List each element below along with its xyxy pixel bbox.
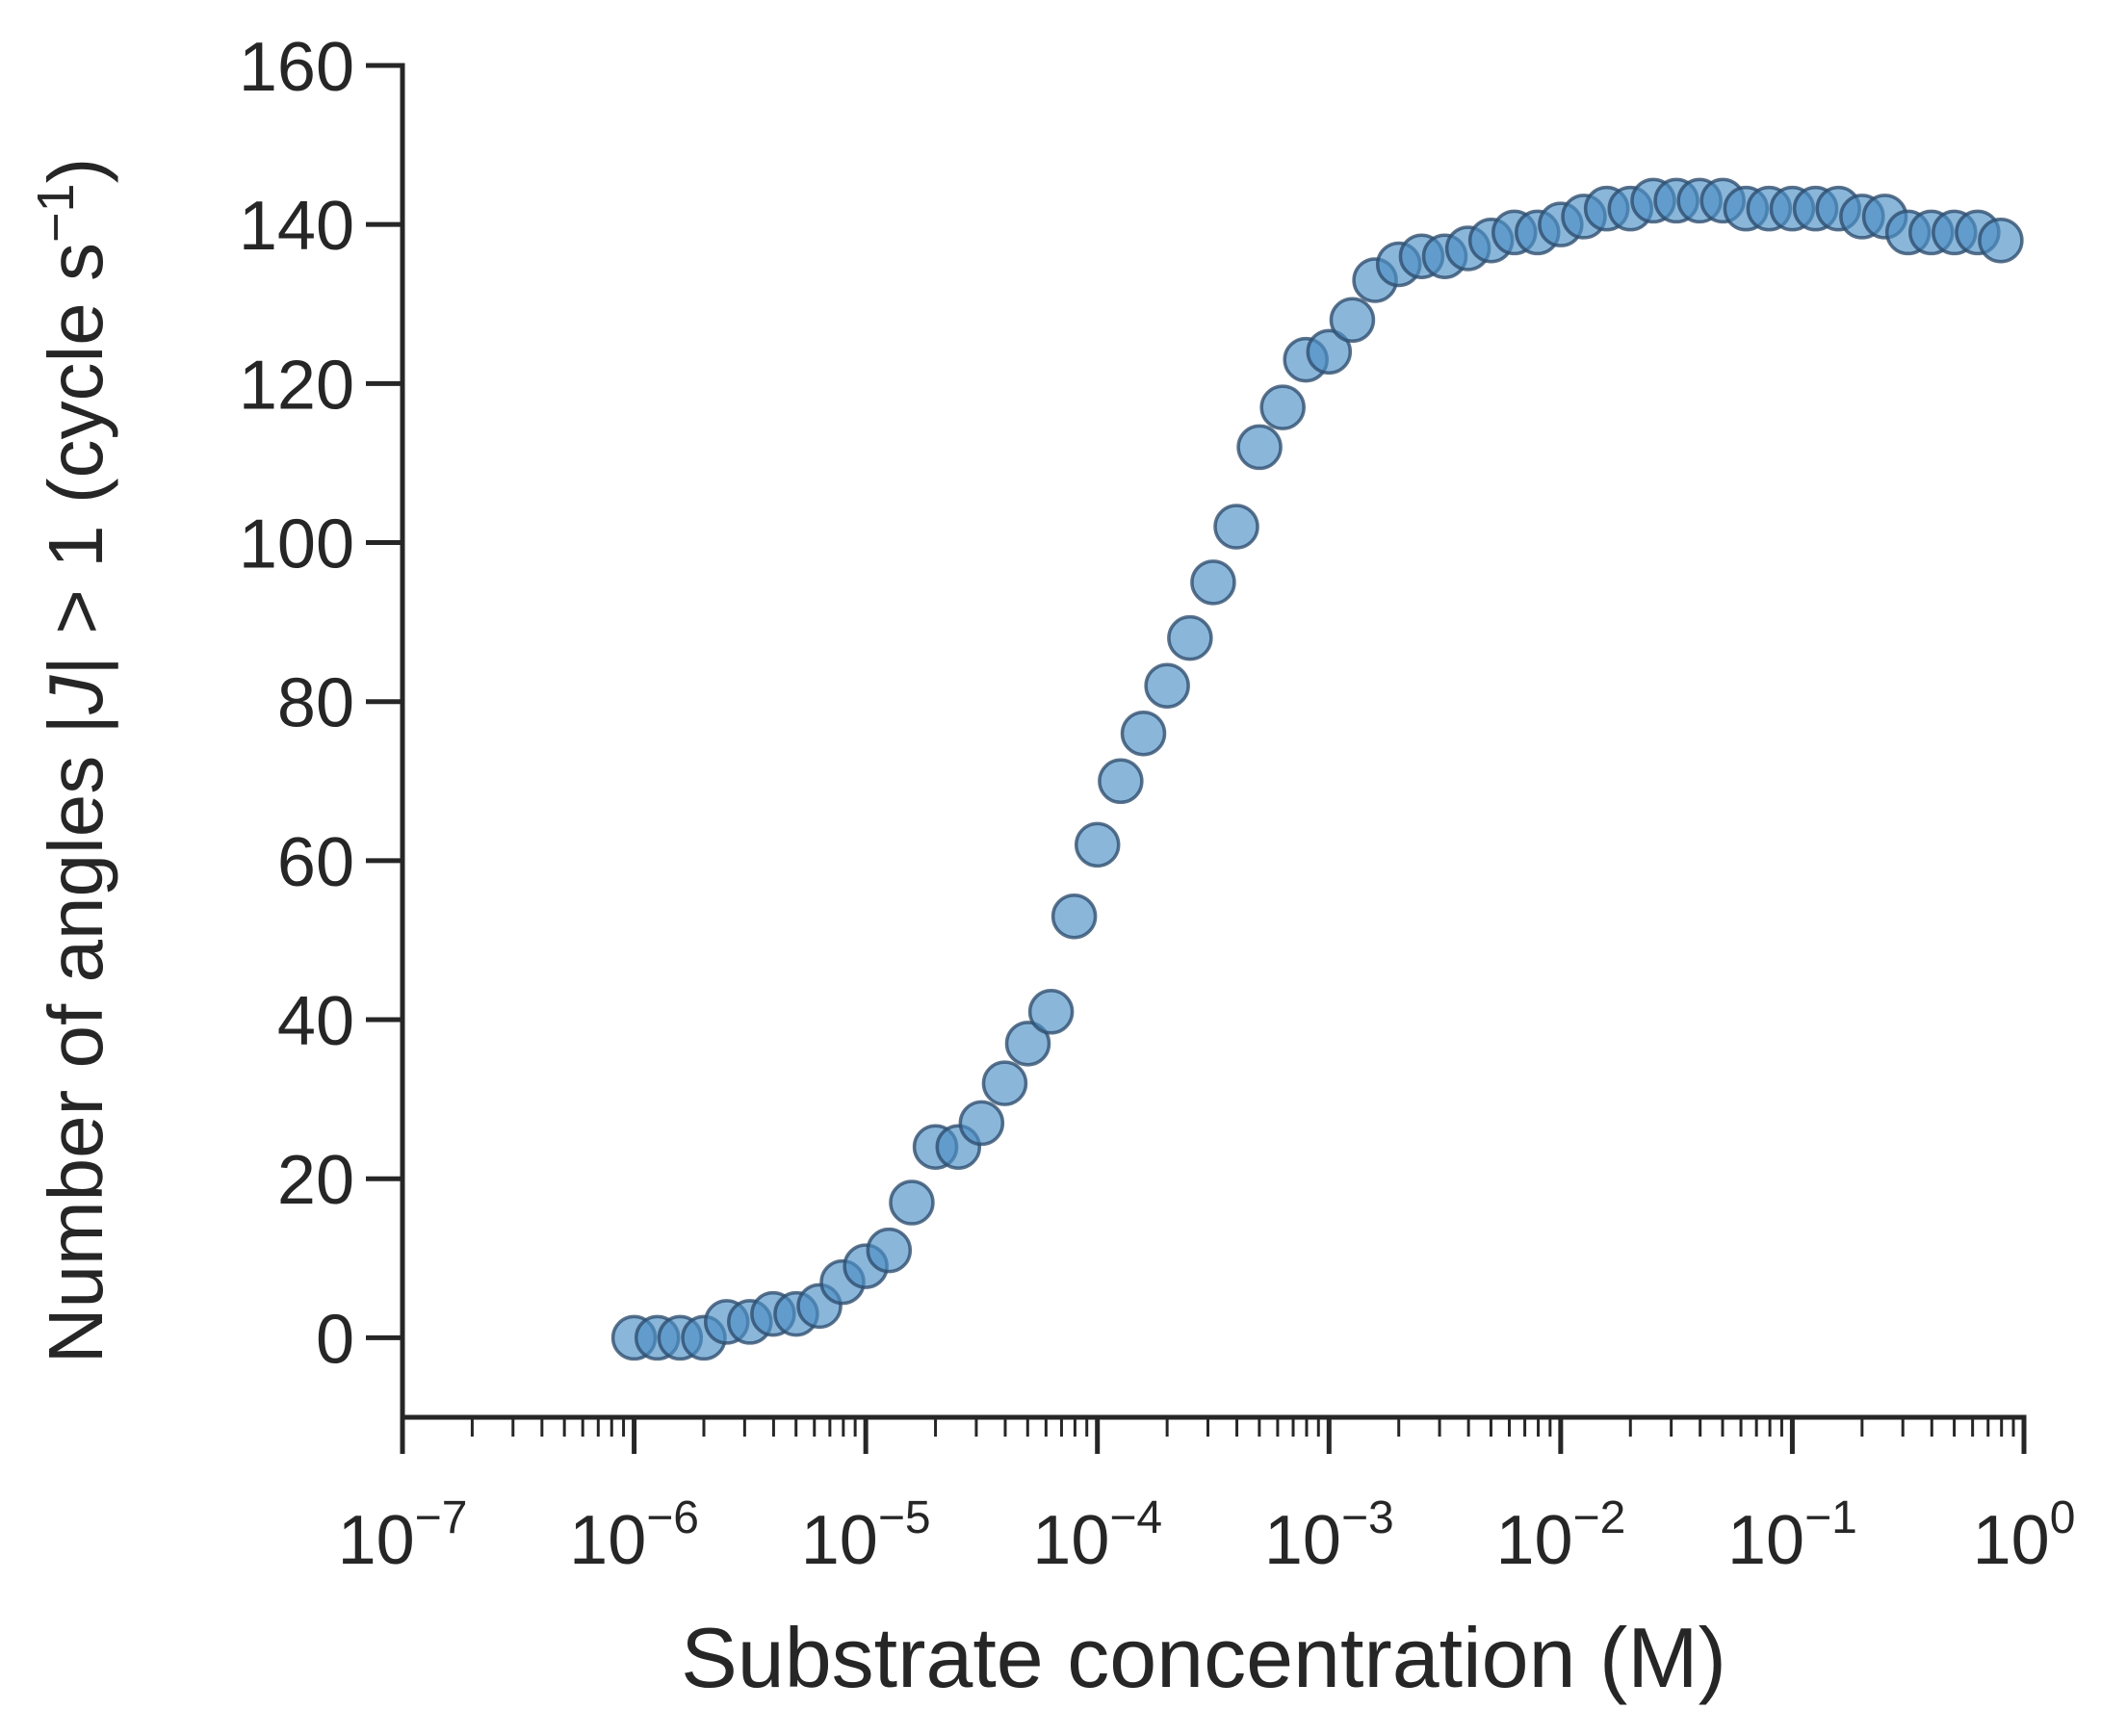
scatter-point xyxy=(1050,893,1098,940)
x-tick-label-exponent: −6 xyxy=(646,1492,699,1543)
x-tick-label: 10−6 xyxy=(569,1492,699,1579)
x-tick-label-base: 10 xyxy=(569,1502,646,1579)
x-tick-label-base: 10 xyxy=(1264,1502,1341,1579)
y-tick-label: 80 xyxy=(277,665,354,742)
x-tick-label-exponent: −2 xyxy=(1573,1492,1626,1543)
y-axis-title-suffix: ) xyxy=(33,158,118,184)
scatter-point xyxy=(1306,328,1353,376)
x-axis-title: Substrate concentration (M) xyxy=(681,1610,1726,1705)
y-tick-label: 160 xyxy=(239,29,354,106)
scatter-point xyxy=(1098,758,1144,805)
y-axis-title-italic: J xyxy=(33,675,118,715)
scatter-point xyxy=(1190,559,1236,606)
scatter-point xyxy=(1236,424,1283,471)
scatter-point xyxy=(981,1060,1028,1106)
scatter-point xyxy=(1259,384,1306,430)
y-axis-title-middle: | > 1 (cycle s xyxy=(33,243,118,676)
x-tick-label-exponent: −1 xyxy=(1804,1492,1857,1543)
x-tick-label: 10−2 xyxy=(1495,1492,1625,1579)
scatter-point xyxy=(1027,989,1075,1035)
scatter-point xyxy=(889,1179,935,1226)
scatter-point xyxy=(1167,614,1213,661)
scatter-point xyxy=(1144,662,1190,709)
y-tick-label: 0 xyxy=(316,1301,354,1378)
x-tick-label-base: 10 xyxy=(338,1502,415,1579)
x-tick-label: 10−7 xyxy=(338,1492,468,1579)
x-tick-label-exponent: −4 xyxy=(1109,1492,1162,1543)
scatter-point xyxy=(1120,710,1167,757)
y-tick-label: 120 xyxy=(239,347,354,424)
y-tick-label: 40 xyxy=(277,983,354,1060)
y-axis-title-superscript: −1 xyxy=(27,183,85,243)
x-tick-label: 10−3 xyxy=(1264,1492,1394,1579)
y-tick-label: 20 xyxy=(277,1142,354,1219)
y-tick-label: 140 xyxy=(239,188,354,265)
scatter-point xyxy=(1978,217,2024,264)
x-tick-label: 100 xyxy=(1973,1492,2076,1579)
scatter-point xyxy=(1213,504,1259,550)
data-points xyxy=(610,177,2024,1361)
x-tick-label-base: 10 xyxy=(1973,1502,2050,1579)
x-tick-label-exponent: 0 xyxy=(2050,1492,2076,1543)
scatter-point xyxy=(866,1227,913,1274)
scatter-point xyxy=(1329,297,1376,344)
y-tick-label: 60 xyxy=(277,824,354,901)
x-tick-label-base: 10 xyxy=(801,1502,878,1579)
x-tick-label-base: 10 xyxy=(1495,1502,1572,1579)
x-tick-label-exponent: −5 xyxy=(878,1492,931,1543)
x-tick-label-base: 10 xyxy=(1032,1502,1109,1579)
scatter-point xyxy=(1074,821,1121,868)
y-axis-title: Number of angles |J| > 1 (cycle s−1) xyxy=(27,158,118,1363)
scatter-point xyxy=(958,1100,1005,1147)
x-tick-label-exponent: −7 xyxy=(415,1492,468,1543)
y-tick-label: 100 xyxy=(239,506,354,583)
x-tick-label-base: 10 xyxy=(1727,1502,1804,1579)
x-tick-label: 10−1 xyxy=(1727,1492,1857,1579)
x-tick-label: 10−4 xyxy=(1032,1492,1162,1579)
x-tick-label: 10−5 xyxy=(801,1492,931,1579)
y-axis-title-prefix: Number of angles | xyxy=(33,714,118,1363)
scatter-point xyxy=(1004,1021,1051,1067)
x-tick-label-exponent: −3 xyxy=(1341,1492,1394,1543)
